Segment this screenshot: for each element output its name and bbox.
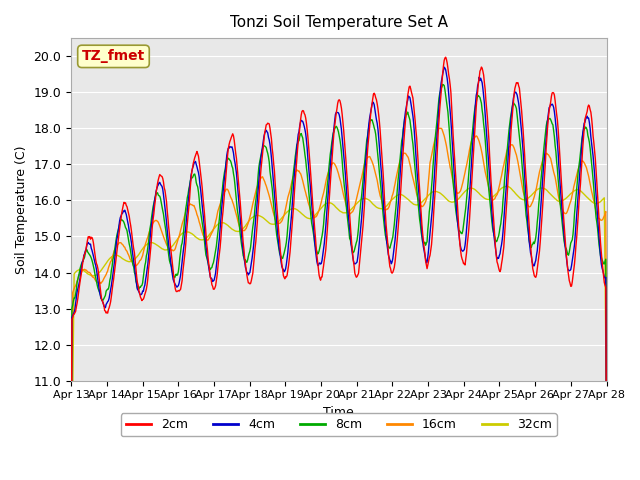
Title: Tonzi Soil Temperature Set A: Tonzi Soil Temperature Set A	[230, 15, 448, 30]
Legend: 2cm, 4cm, 8cm, 16cm, 32cm: 2cm, 4cm, 8cm, 16cm, 32cm	[121, 413, 557, 436]
Y-axis label: Soil Temperature (C): Soil Temperature (C)	[15, 145, 28, 274]
Text: TZ_fmet: TZ_fmet	[82, 49, 145, 63]
X-axis label: Time: Time	[323, 406, 354, 419]
